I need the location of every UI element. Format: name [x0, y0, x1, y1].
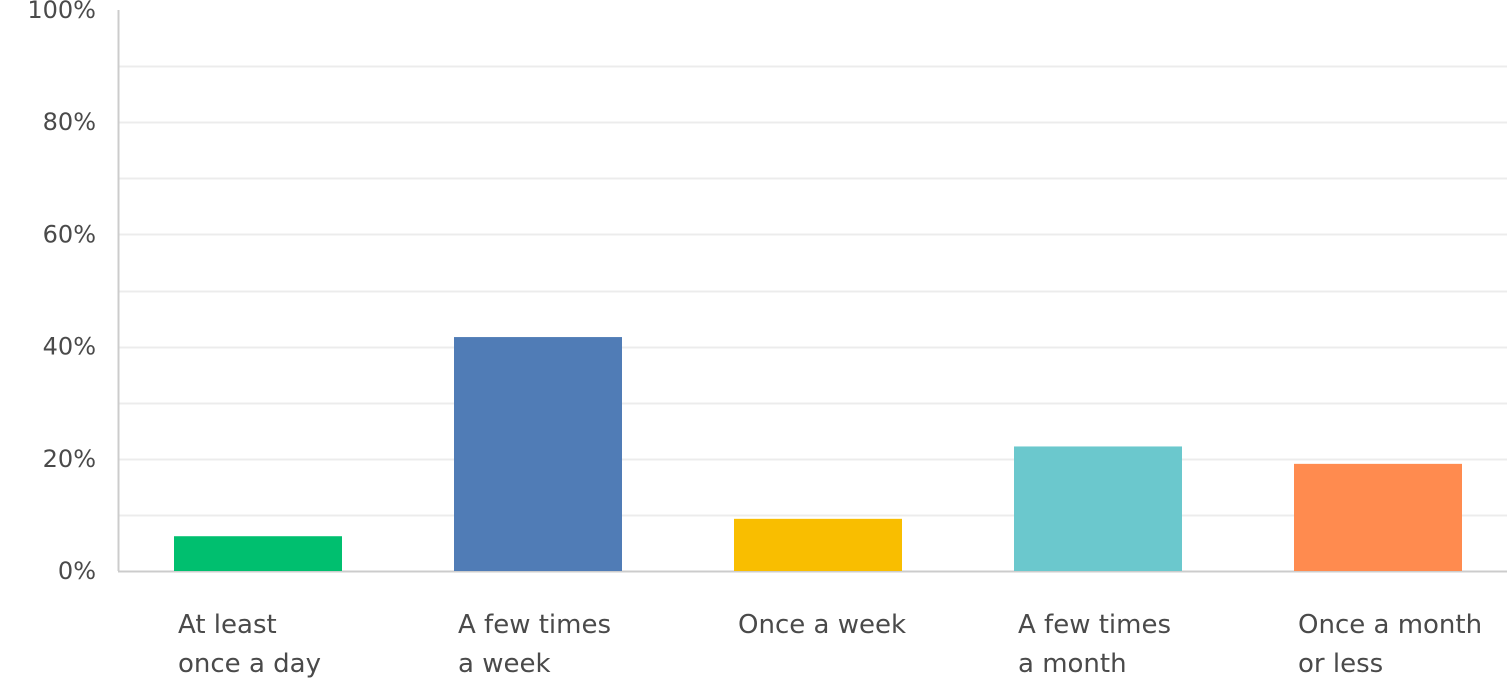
- x-category-labels: At least once a day A few times a week Once …: [178, 610, 1482, 678]
- bar-3[interactable]: [1014, 446, 1182, 571]
- y-tick-label-0: 0%: [58, 557, 96, 585]
- x-category-label-0-line-1: once a day: [178, 649, 321, 678]
- x-category-label-1-line-1: a week: [458, 649, 551, 678]
- y-tick-label-20: 20%: [43, 445, 96, 473]
- bar-4[interactable]: [1294, 463, 1462, 571]
- axes: [117, 10, 1507, 573]
- y-tick-label-80: 80%: [43, 108, 96, 136]
- x-category-label-2-line-0: Once a week: [738, 610, 906, 640]
- gridlines: [118, 65, 1507, 517]
- y-tick-labels: 0% 20% 40% 60% 80% 100%: [27, 0, 96, 585]
- bars: [174, 337, 1462, 571]
- y-tick-label-60: 60%: [43, 220, 96, 248]
- x-category-label-3-line-0: A few times: [1018, 610, 1171, 640]
- x-category-label-0-line-0: At least: [178, 610, 277, 640]
- x-category-label-1-line-0: A few times: [458, 610, 611, 640]
- x-category-label-3-line-1: a month: [1018, 649, 1127, 678]
- x-category-label-4-line-0: Once a month: [1298, 610, 1482, 640]
- y-tick-label-100: 100%: [27, 0, 96, 24]
- bar-0[interactable]: [174, 536, 342, 571]
- bar-2[interactable]: [734, 518, 902, 571]
- x-category-label-4-line-1: or less: [1298, 649, 1383, 678]
- bar-1[interactable]: [454, 337, 622, 571]
- y-tick-label-40: 40%: [43, 333, 96, 361]
